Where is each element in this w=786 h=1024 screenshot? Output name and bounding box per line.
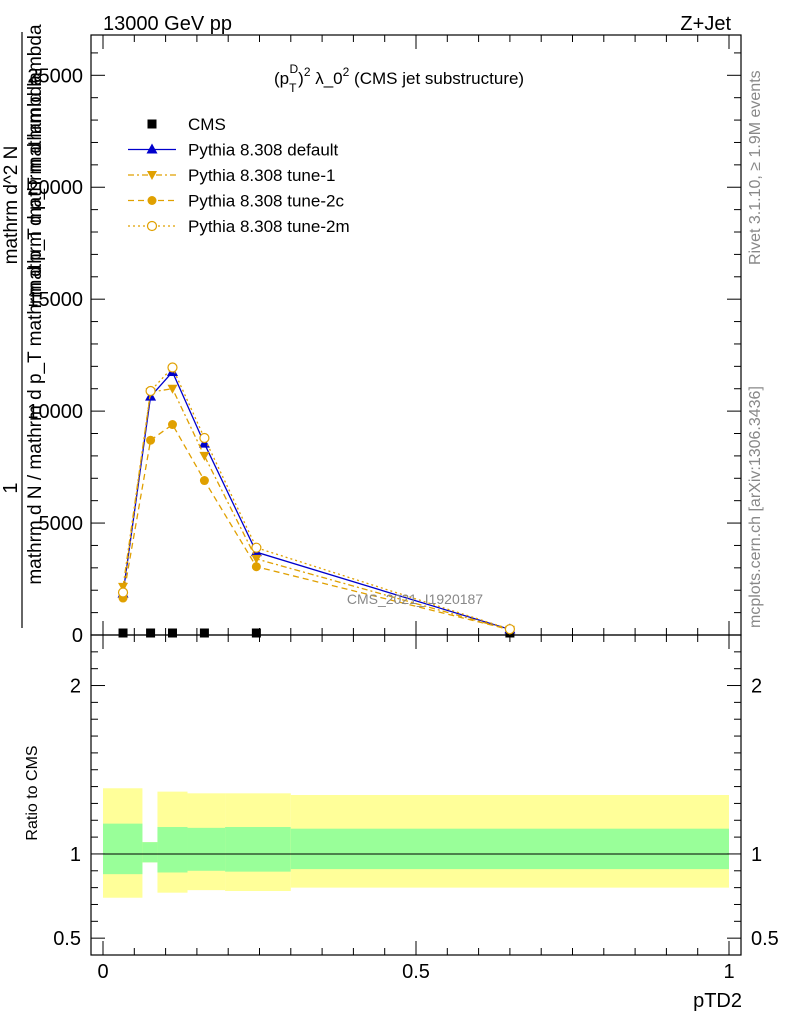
legend-marker [147,196,157,205]
legend-marker [147,119,157,129]
rivet-version-label: Rivet 3.1.10, ≥ 1.9M events [747,70,764,265]
data-point [117,587,129,598]
x-tick-label: 0.5 [402,961,430,983]
analysis-watermark: CMS_2021_I1920187 [347,591,483,607]
data-point [167,628,177,638]
mcplots-label: mcplots.cern.ch [arXiv:1306.3436] [747,386,764,628]
data-point [145,385,156,397]
y-tick-label: 10000 [27,401,83,423]
x-axis-label: pTD2 [693,990,742,1012]
data-point [251,542,262,553]
series-tune-2m [117,362,515,635]
data-point [167,362,178,373]
series-line [122,423,511,631]
y-tick-label: 15000 [27,289,83,311]
y-tick-label: 5000 [39,513,84,535]
series-line [122,388,511,631]
x-tick-label: 1 [723,961,734,983]
series-line [122,370,511,631]
data-point [146,435,156,445]
y-label-den-one: mathrm d N / mathrm d p_T mathrm d p_T m… [25,75,46,585]
plot-title-b: ) [298,69,304,88]
ratio-y-tick-label: 2 [70,676,81,698]
data-point [167,384,178,394]
series-layer [117,362,516,638]
data-point [199,432,210,444]
data-point [199,476,209,486]
legend-label: Pythia 8.308 tune-2m [188,217,350,236]
y-tick-label: 0 [72,625,83,647]
data-point [118,628,128,638]
legend-entry: Pythia 8.308 tune-1 [128,166,335,185]
plot-title-sup: D [289,62,298,76]
y-axis-label-upper: 1 mathrm d N / mathrm d p_T mathrm d p_T… [0,24,46,628]
ratio-y-tick-label: 0.5 [53,928,81,950]
header-energy: 13000 GeV pp [103,13,232,35]
plot-title-d: (CMS jet substructure) [349,69,524,88]
legend-marker [146,143,158,154]
legend-label: Pythia 8.308 tune-1 [188,166,335,185]
plot-title-c: λ_0 [311,69,343,88]
legend-entry: Pythia 8.308 tune-2m [128,217,350,236]
band-inner-bin [157,827,188,873]
legend-marker [147,171,157,180]
plot-title-sub: T [289,81,297,95]
band-inner-bin [290,828,729,870]
y-tick-label: 20000 [27,177,83,199]
data-point [504,624,515,635]
ratio-y-tick-label-right: 2 [751,676,762,698]
band-inner-bin [103,823,143,875]
data-point [251,628,261,638]
ratio-y-tick-label-right: 1 [751,844,762,866]
data-point [251,554,262,564]
legend-label: CMS [188,115,226,134]
y-label-num-one: 1 [0,482,22,493]
y-tick-label: 25000 [27,65,83,87]
data-point [146,628,156,638]
y-axis-label-ratio: Ratio to CMS [24,745,41,840]
legend-label: Pythia 8.308 tune-2c [188,192,344,211]
ratio-y-tick-label: 1 [70,844,81,866]
legend-entry: Pythia 8.308 tune-2c [128,192,344,211]
band-inner-bin [142,842,158,863]
band-inner-bin [187,827,226,871]
x-tick-label: 0 [97,961,108,983]
plot-title-exp: 2 [304,65,311,79]
legend-marker [146,220,158,232]
ratio-axis-ticks: 0.5 0.5 1 1 2 2 0 0.5 1 [53,635,779,983]
plot-title-a: (p [274,69,289,88]
main-axis-ticks: 0 5000 10000 15000 20000 25000 [27,35,741,647]
legend: CMS Pythia 8.308 default Pythia 8.308 tune… [128,115,350,236]
header-process: Z+Jet [680,13,731,35]
series-cms [118,628,515,638]
legend-entry: CMS [147,115,226,134]
band-inner-bin [225,827,291,872]
ratio-uncertainty-band [103,788,729,898]
data-point [167,420,177,430]
plot-title: (pTD)2 λ_02 (CMS jet substructure) [274,62,524,95]
data-point [199,628,209,638]
legend-entry: Pythia 8.308 default [128,141,339,160]
y-label-den: mathrm d p_T mathrm d lambda [25,24,46,295]
ratio-y-tick-label-right: 0.5 [751,928,779,950]
legend-label: Pythia 8.308 default [188,141,339,160]
data-point [251,562,261,572]
y-label-num: mathrm d^2 N [1,146,22,265]
plot-title-exp2: 2 [343,65,350,79]
data-point [199,451,210,461]
